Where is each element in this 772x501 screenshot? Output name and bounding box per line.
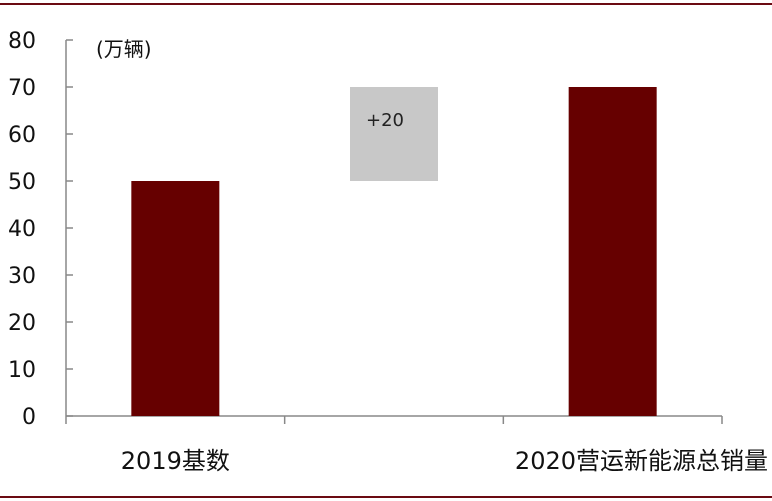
y-tick-label: 60 xyxy=(8,123,36,148)
bar-annotation: +20 xyxy=(366,110,404,131)
bar xyxy=(131,181,220,416)
y-axis: 0 10 20 30 40 50 60 70 80 xyxy=(8,29,73,430)
unit-label: (万辆) xyxy=(96,37,152,61)
category-label: 2019基数 xyxy=(121,447,230,475)
top-rule xyxy=(0,3,772,5)
y-tick-label: 10 xyxy=(8,358,36,383)
bar xyxy=(350,87,438,181)
bottom-rule xyxy=(0,496,772,498)
bars: 2019基数 +20 2020营运新能源总销量 xyxy=(121,87,768,475)
y-tick-label: 0 xyxy=(22,405,36,430)
y-tick-label: 30 xyxy=(8,264,36,289)
y-tick-label: 50 xyxy=(8,170,36,195)
category-label: 2020营运新能源总销量 xyxy=(515,447,768,475)
y-tick-label: 20 xyxy=(8,311,36,336)
x-axis xyxy=(65,415,723,424)
y-tick-label: 40 xyxy=(8,217,36,242)
y-tick-label: 70 xyxy=(8,76,36,101)
bar xyxy=(568,87,657,416)
y-tick-label: 80 xyxy=(8,29,36,54)
